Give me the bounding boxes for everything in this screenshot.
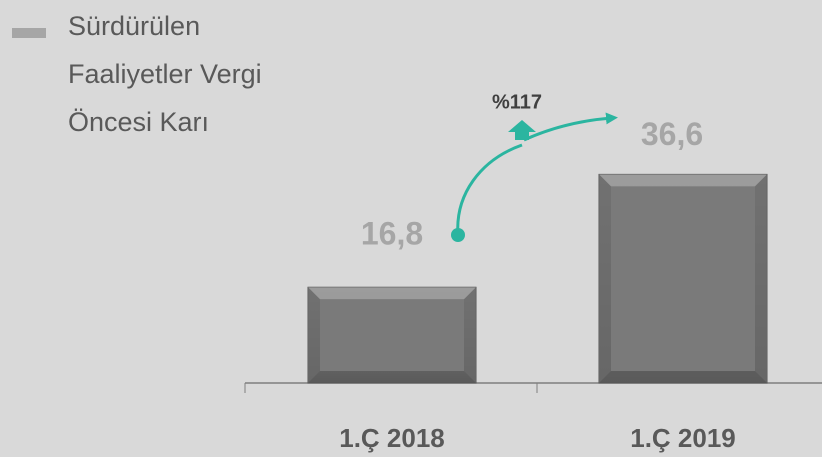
- bar-bevel: [464, 287, 476, 383]
- bar-bevel: [308, 287, 476, 300]
- x-tick-label: 1.Ç 2019: [630, 423, 736, 453]
- legend: Sürdürülen Faaliyetler Vergi Öncesi Karı: [12, 2, 283, 146]
- x-tick-label: 1.Ç 2018: [339, 423, 445, 453]
- value-label: 16,8: [361, 216, 423, 252]
- bar-face: [320, 299, 464, 371]
- bar-bevel: [308, 287, 320, 383]
- bar-bevel: [755, 174, 767, 383]
- annotation: %117: [492, 91, 542, 113]
- bar-bevel: [599, 174, 767, 187]
- bar-face: [611, 186, 755, 371]
- growth-arrow: [523, 112, 618, 142]
- value-label: 36,6: [641, 116, 703, 152]
- up-arrow: [508, 120, 536, 140]
- growth-arrow: [456, 143, 523, 236]
- bar-bevel: [599, 174, 611, 383]
- arrow-dot: [451, 228, 465, 242]
- legend-label: Sürdürülen Faaliyetler Vergi Öncesi Karı: [68, 11, 262, 137]
- legend-swatch: [12, 28, 46, 38]
